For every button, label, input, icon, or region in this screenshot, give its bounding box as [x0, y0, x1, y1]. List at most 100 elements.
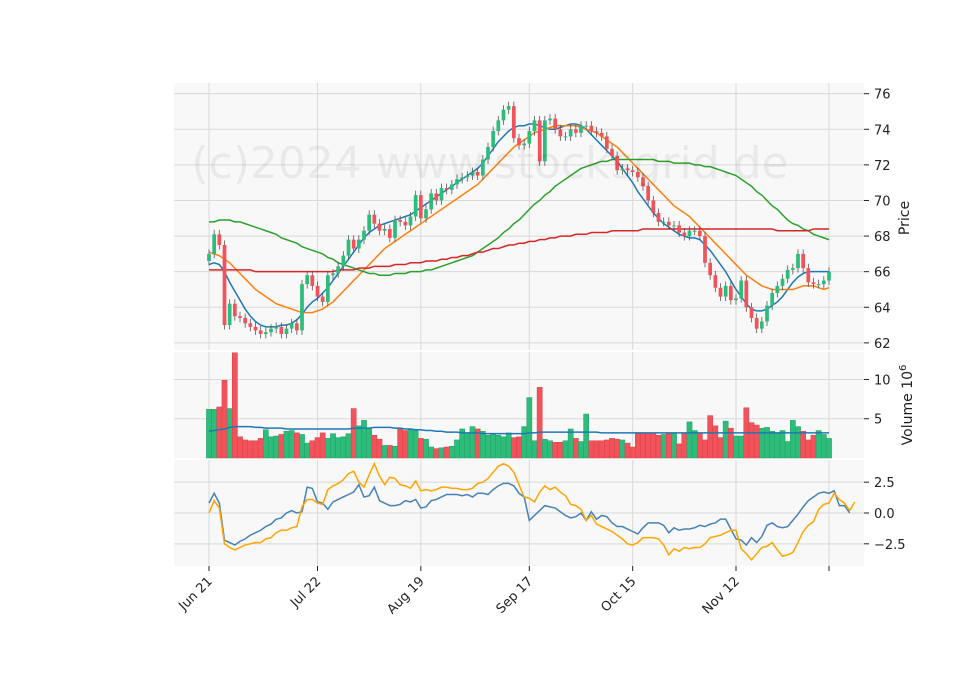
candle-up — [460, 177, 465, 180]
candle-up — [687, 230, 692, 237]
candle-up — [816, 284, 821, 286]
macd-line — [208, 482, 851, 547]
volume-bar — [810, 434, 817, 459]
volume-bar — [356, 425, 362, 459]
volume-bar — [686, 421, 693, 459]
volume-bar — [340, 436, 347, 459]
candle-up — [765, 305, 769, 322]
volume-bar — [774, 432, 781, 459]
candle-up — [393, 220, 397, 238]
candle-up — [263, 332, 268, 334]
price-axis-tick-label: 68 — [874, 230, 891, 245]
price-axis-tick-label: 64 — [874, 301, 891, 316]
volume-bar — [753, 424, 760, 459]
macd-axis-tick-label: 0.0 — [874, 507, 895, 522]
volume-bar — [567, 428, 574, 459]
candle-up — [522, 143, 527, 146]
candle-up — [620, 168, 625, 171]
candle-up — [827, 271, 831, 281]
candle-down — [666, 221, 671, 226]
candle-up — [362, 230, 366, 240]
volume-bar — [221, 380, 228, 459]
x-axis: Jun 21 Jul 22 Aug 19 Sep 17 Oct 15 Nov 12 — [176, 566, 830, 617]
candle-down — [625, 168, 630, 171]
candle-up — [584, 125, 589, 127]
volume-bar — [464, 432, 471, 459]
volume-bar — [505, 432, 512, 459]
candle-down — [749, 307, 754, 318]
candle-down — [475, 172, 480, 176]
volume-bar — [330, 433, 336, 459]
candle-down — [708, 262, 713, 276]
candle-down — [398, 220, 403, 222]
candle-down — [677, 225, 682, 233]
watermark: (c)2024 www.stocksgrid.de — [191, 138, 788, 189]
candle-down — [558, 129, 563, 137]
volume-bar — [784, 441, 791, 459]
volume-bar — [748, 422, 755, 459]
candle-up — [480, 159, 485, 176]
volume-bar — [645, 432, 651, 459]
candle-up — [548, 118, 552, 121]
volume-bar — [624, 442, 631, 459]
candle-down — [646, 186, 651, 201]
volume-bar — [495, 434, 502, 459]
volume-bar — [531, 440, 538, 459]
candle-down — [537, 120, 542, 162]
volume-bar — [655, 434, 662, 459]
volume-axis-tick-label: 10 — [874, 373, 891, 388]
candle-down — [682, 232, 687, 237]
volume-bar — [273, 435, 280, 459]
price-axis-tick-label: 66 — [874, 266, 891, 281]
candle-up — [274, 326, 279, 329]
x-tick-label: Aug 19 — [384, 574, 427, 617]
candle-down — [418, 195, 423, 219]
candle-down — [517, 138, 521, 146]
volume-bar — [681, 432, 688, 459]
volume-bar — [650, 432, 657, 459]
candle-down — [713, 275, 718, 288]
candle-up — [579, 125, 583, 133]
volume-bar — [206, 409, 212, 459]
volume-bar — [552, 442, 558, 459]
candle-down — [615, 155, 620, 171]
candle-down — [444, 188, 449, 190]
volume-bar — [660, 434, 667, 459]
candle-down — [641, 177, 645, 187]
volume-bar — [428, 446, 435, 459]
volume-bar — [691, 430, 698, 459]
volume-bar — [490, 434, 497, 459]
volume-bar — [769, 431, 775, 459]
candle-down — [377, 223, 382, 231]
candle-up — [367, 214, 372, 231]
volume-bar — [412, 429, 419, 459]
volume-bar — [526, 397, 533, 459]
volume-bar — [257, 438, 264, 459]
candle-up — [496, 120, 501, 132]
candle-up — [227, 303, 232, 326]
candle-down — [728, 285, 733, 301]
candle-up — [300, 284, 304, 331]
x-tick-label: Jul 22 — [287, 574, 324, 611]
candle-down — [258, 330, 263, 334]
candle-down — [320, 296, 325, 302]
volume-bar — [702, 439, 708, 459]
volume-bar — [309, 440, 316, 459]
candle-up — [542, 120, 547, 162]
candle-down — [372, 214, 377, 224]
candle-down — [635, 172, 640, 178]
volume-bar — [252, 440, 259, 459]
candle-down — [594, 131, 599, 133]
candle-up — [470, 172, 475, 176]
candle-down — [630, 170, 635, 172]
volume-axis-label-text: Volume 10 — [900, 371, 916, 445]
volume-bar — [449, 445, 455, 459]
volume-bar — [604, 439, 610, 459]
candle-up — [465, 175, 470, 178]
candle-up — [785, 269, 790, 279]
candle-down — [610, 148, 614, 156]
volume-bar — [722, 420, 729, 459]
volume-bar — [738, 435, 744, 459]
volume-bar — [438, 447, 445, 459]
volume-bar — [361, 420, 367, 459]
